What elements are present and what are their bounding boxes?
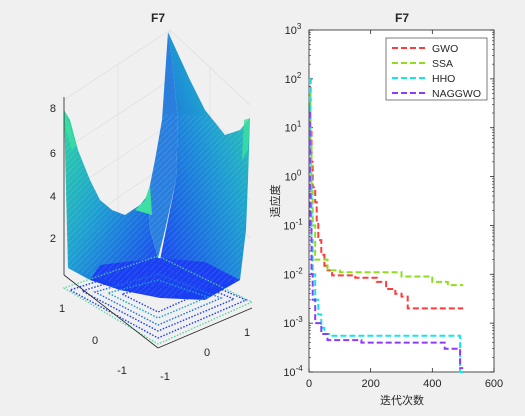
series-line-ssa <box>309 92 464 287</box>
legend: GWO SSA HHO NAGGWO <box>385 37 488 101</box>
legend-label: SSA <box>432 58 453 70</box>
y-tick-label: 10-1 <box>283 217 303 232</box>
x-tick-label: 0 <box>204 347 210 359</box>
series-line-naggwo <box>308 112 464 370</box>
line-chart-title: F7 <box>395 11 409 25</box>
surface-title: F7 <box>151 11 165 25</box>
surface-highlight <box>135 185 152 215</box>
x-tick-label: 0 <box>306 378 312 390</box>
y-axis-label: 适应度 <box>268 185 282 218</box>
surface-mesh <box>64 32 250 300</box>
z-tick-label: 2 <box>50 233 56 245</box>
y-tick-label: 100 <box>285 169 302 184</box>
legend-label: GWO <box>432 43 458 55</box>
y-tick-label: 101 <box>285 120 302 135</box>
x-tick-label: 200 <box>361 378 379 390</box>
x-tick-label: 1 <box>244 327 250 339</box>
y-tick-label: 1 <box>59 303 65 315</box>
surface-contours <box>62 255 254 345</box>
y-tick-label: 102 <box>285 71 302 86</box>
x-tick-label: 600 <box>485 378 503 390</box>
series-line-gwo <box>309 77 464 310</box>
legend-label: NAGGWO <box>432 88 481 100</box>
y-tick-label: 10-2 <box>283 266 303 281</box>
z-tick-label: 4 <box>50 191 56 203</box>
x-tick-label: 400 <box>423 378 441 390</box>
y-axis-ticks: 10-4 10-3 10-2 10-1 100 101 102 103 <box>283 22 494 379</box>
y-tick-label: 10-3 <box>283 315 303 330</box>
y-tick-label: -1 <box>117 365 127 377</box>
surface-xy-ticks: 1 0 -1 -1 0 1 <box>59 303 250 383</box>
legend-label: HHO <box>432 73 455 85</box>
z-tick-label: 6 <box>50 148 56 160</box>
y-tick-label: 10-4 <box>283 364 303 379</box>
x-axis-ticks: 0 200 400 600 <box>306 30 503 390</box>
y-tick-label: 103 <box>285 22 302 37</box>
x-axis-label: 迭代次数 <box>380 393 424 407</box>
surface-plot: F7 <box>50 11 254 383</box>
y-tick-label: 0 <box>92 335 98 347</box>
convergence-chart: F7 10-4 10-3 10-2 10-1 100 101 102 103 0 200 400 6… <box>268 11 503 407</box>
surface-z-ticks: 8 6 4 2 <box>50 103 56 245</box>
surface-axes <box>63 97 253 349</box>
z-tick-label: 8 <box>50 103 56 115</box>
x-tick-label: -1 <box>160 371 170 383</box>
series-lines <box>308 77 464 373</box>
